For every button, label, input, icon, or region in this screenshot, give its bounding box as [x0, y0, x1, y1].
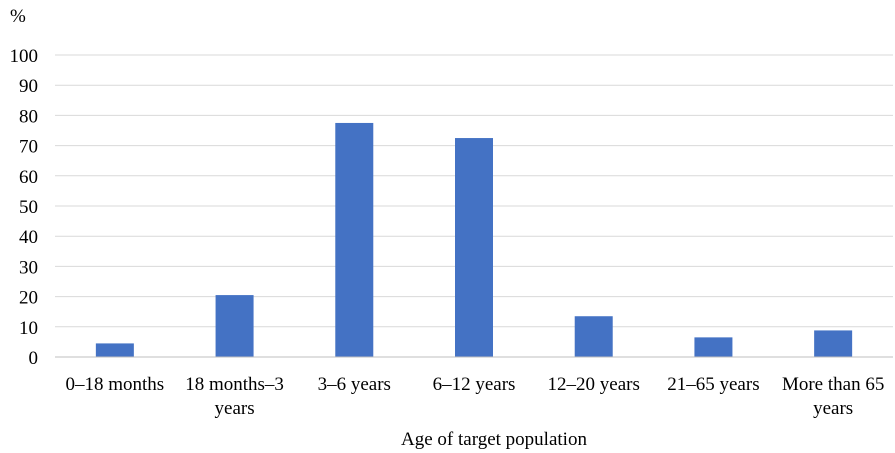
x-tick-label: 21–65 years	[667, 374, 759, 395]
x-tick-label: More than 65	[782, 374, 884, 395]
y-tick-label: 90	[19, 76, 38, 97]
y-tick-label: 80	[19, 106, 38, 127]
y-tick-label: 0	[29, 348, 39, 369]
x-tick-label: 3–6 years	[318, 374, 391, 395]
x-tick-label: 18 months–3	[185, 374, 284, 395]
y-tick-label: 60	[19, 167, 38, 188]
bar	[335, 122, 374, 357]
y-tick-label: 30	[19, 257, 38, 278]
x-tick-label: years	[813, 398, 853, 419]
bar	[814, 330, 853, 357]
x-tick-label: 0–18 months	[66, 374, 165, 395]
bar	[95, 343, 134, 357]
y-tick-label: 70	[19, 137, 38, 158]
y-axis-unit: %	[10, 6, 26, 27]
y-tick-label: 50	[19, 197, 38, 218]
y-axis-ticks: 0 10 20 30 40 50 60 70 80 90 100	[10, 46, 39, 369]
bar	[455, 138, 493, 357]
bars	[95, 122, 853, 357]
y-tick-label: 10	[19, 318, 38, 339]
bar	[694, 337, 733, 357]
x-tick-label: 12–20 years	[548, 374, 640, 395]
x-tick-label: 6–12 years	[433, 374, 516, 395]
x-axis-ticks: 0–18 months 18 months–3 years 3–6 years 6–12…	[66, 374, 885, 419]
bar	[574, 316, 613, 357]
y-tick-label: 40	[19, 227, 38, 248]
x-axis-title: Age of target population	[401, 429, 587, 450]
y-tick-label: 100	[10, 46, 39, 67]
bar	[215, 295, 254, 357]
x-tick-label: years	[215, 398, 255, 419]
y-tick-label: 20	[19, 288, 38, 309]
